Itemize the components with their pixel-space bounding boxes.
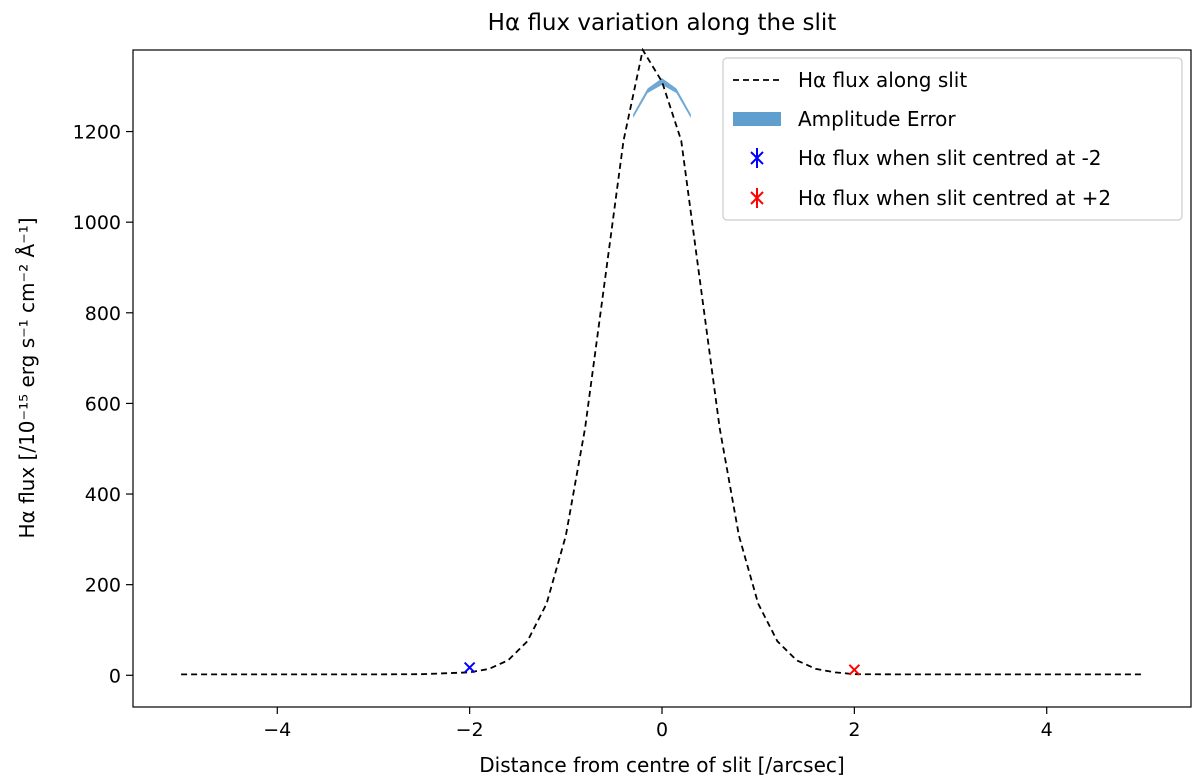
legend-entry-amplitude-error: Amplitude Error <box>798 107 956 131</box>
legend-entry-flux-line: Hα flux along slit <box>798 68 967 92</box>
x-tick-label: 0 <box>656 719 668 741</box>
y-tick-label: 800 <box>85 303 121 325</box>
legend: Hα flux along slit Amplitude Error Hα fl… <box>722 57 1183 221</box>
flux-line-series <box>181 47 1143 676</box>
y-tick-label: 200 <box>85 575 121 597</box>
x-tick-label: −4 <box>263 719 291 741</box>
y-axis-label: Hα flux [/10⁻¹⁵ erg s⁻¹ cm⁻² Å⁻¹] <box>15 217 39 538</box>
x-axis-ticks: −4 −2 0 2 4 <box>263 707 1053 741</box>
data-point-red <box>848 664 861 676</box>
amplitude-error-band <box>633 78 691 118</box>
data-point-blue <box>463 661 476 674</box>
legend-blue-marker <box>750 148 764 168</box>
marker-stroke <box>463 661 476 674</box>
legend-band-swatch <box>733 112 781 126</box>
y-tick-label: 400 <box>85 484 121 506</box>
x-axis-label: Distance from centre of slit [/arcsec] <box>479 753 844 777</box>
x-tick-label: 2 <box>848 719 860 741</box>
chart-title: Hα flux variation along the slit <box>488 10 837 36</box>
legend-entry-blue-point: Hα flux when slit centred at -2 <box>798 146 1102 170</box>
legend-red-marker <box>750 188 764 208</box>
y-tick-label: 600 <box>85 393 121 415</box>
y-tick-label: 0 <box>109 665 121 687</box>
legend-box <box>722 57 1183 221</box>
x-tick-label: −2 <box>456 719 484 741</box>
y-axis-ticks: 0 200 400 600 800 1000 1200 <box>73 122 133 687</box>
plot-area <box>181 47 1143 676</box>
y-tick-label: 1200 <box>73 122 121 144</box>
y-tick-label: 1000 <box>73 212 121 234</box>
legend-entry-red-point: Hα flux when slit centred at +2 <box>798 186 1111 210</box>
x-tick-label: 4 <box>1041 719 1053 741</box>
marker-stroke <box>848 664 861 676</box>
